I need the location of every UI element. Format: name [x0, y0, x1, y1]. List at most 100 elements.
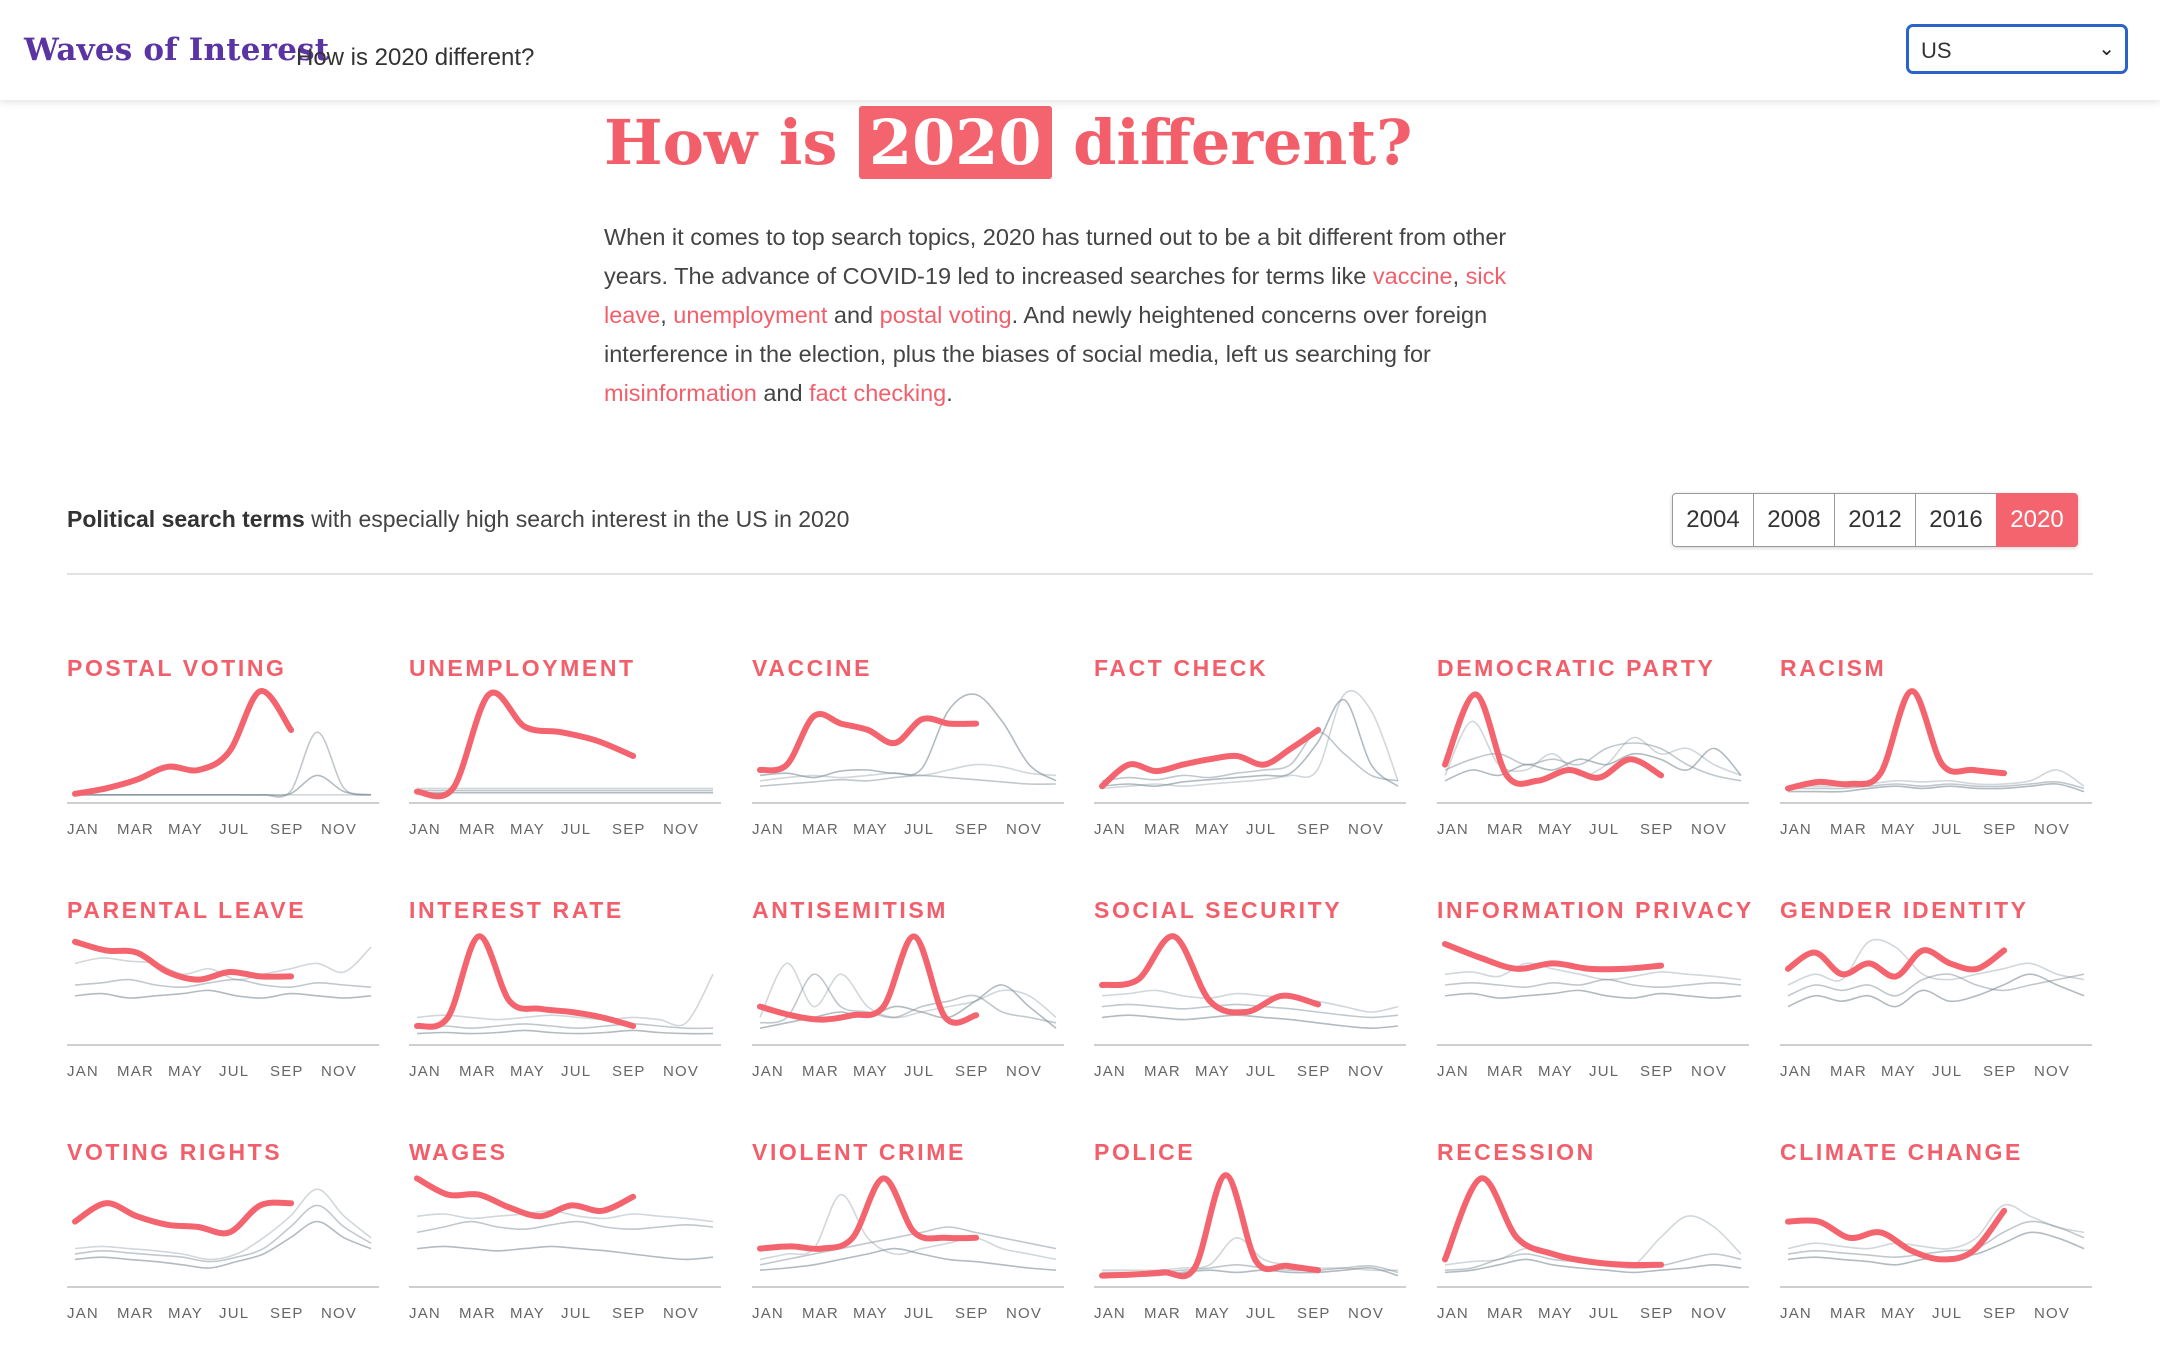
page-title: How is 2020 different? [604, 106, 1412, 179]
other-year-line [1101, 731, 1399, 782]
term-sparkline [752, 933, 1064, 1046]
month-tick-label: MAR [117, 821, 154, 838]
term-chart[interactable]: DEMOCRATIC PARTY JAN MAR MAY JUL SEP NOV [1437, 655, 1749, 845]
month-tick-label: JAN [67, 821, 99, 838]
month-tick-label: JUL [1589, 1063, 1620, 1080]
month-tick-label: MAY [1881, 1063, 1916, 1080]
term-chart[interactable]: INTEREST RATE JAN MAR MAY JUL SEP NOV [409, 897, 721, 1087]
intro-text: . [946, 380, 953, 406]
month-tick-label: MAR [459, 1063, 496, 1080]
term-title: SOCIAL SECURITY [1094, 897, 1343, 923]
term-chart[interactable]: WAGES JAN MAR MAY JUL SEP NOV [409, 1139, 721, 1329]
intro-text: , [1452, 263, 1466, 289]
month-tick-label: JAN [1437, 1305, 1469, 1322]
term-chart[interactable]: POLICE JAN MAR MAY JUL SEP NOV [1094, 1139, 1406, 1329]
month-tick-label: SEP [955, 1305, 989, 1322]
line-2020 [1785, 688, 2008, 792]
line-2020 [1442, 941, 1665, 973]
term-chart[interactable]: INFORMATION PRIVACY JAN MAR MAY JUL SEP NOV [1437, 897, 1751, 1087]
other-year-line [1788, 783, 2085, 793]
other-year-line [416, 1209, 714, 1223]
line-2020 [72, 1199, 295, 1237]
intro-link[interactable]: vaccine [1372, 263, 1453, 289]
year-selector: 2004 2008 2012 2016 2020 [1672, 493, 2078, 547]
line-2020 [1099, 1172, 1322, 1280]
month-tick-label: JAN [1780, 1063, 1812, 1080]
term-chart[interactable]: RACISM JAN MAR MAY JUL SEP NOV [1780, 655, 2092, 845]
intro-text: and [827, 302, 880, 328]
intro-link[interactable]: unemployment [673, 302, 828, 328]
term-chart[interactable]: SOCIAL SECURITY JAN MAR MAY JUL SEP NOV [1094, 897, 1406, 1087]
intro-text: , [660, 302, 674, 328]
term-chart[interactable]: VOTING RIGHTS JAN MAR MAY JUL SEP NOV [67, 1139, 379, 1329]
other-year-line [416, 1023, 714, 1030]
intro-link[interactable]: fact checking [809, 380, 947, 406]
other-year-line [416, 973, 714, 1027]
term-chart[interactable]: CLIMATE CHANGE JAN MAR MAY JUL SEP NOV [1780, 1139, 2092, 1329]
other-year-line [416, 1220, 714, 1234]
intro-paragraph: When it comes to top search topics, 2020… [604, 218, 1564, 413]
term-chart[interactable]: GENDER IDENTITY JAN MAR MAY JUL SEP NOV [1780, 897, 2092, 1087]
month-axis: JAN MAR MAY JUL SEP NOV [1094, 1063, 1406, 1083]
term-sparkline [67, 688, 379, 804]
line-2020 [1099, 727, 1322, 790]
month-tick-label: JAN [752, 821, 784, 838]
month-tick-label: JUL [561, 1063, 592, 1080]
month-tick-label: MAR [459, 821, 496, 838]
month-tick-label: SEP [1983, 821, 2017, 838]
month-tick-label: JUL [1246, 1063, 1277, 1080]
term-chart[interactable]: RECESSION JAN MAR MAY JUL SEP NOV [1437, 1139, 1749, 1329]
month-axis: JAN MAR MAY JUL SEP NOV [752, 821, 1064, 841]
month-tick-label: JAN [409, 1063, 441, 1080]
country-select[interactable]: US ⌄ [1906, 24, 2128, 74]
month-tick-label: JUL [904, 821, 935, 838]
month-tick-label: SEP [270, 821, 304, 838]
month-tick-label: JUL [904, 1305, 935, 1322]
month-tick-label: MAY [1881, 821, 1916, 838]
year-button-2004[interactable]: 2004 [1672, 493, 1754, 547]
month-tick-label: SEP [612, 1305, 646, 1322]
other-year-line [759, 774, 1057, 787]
intro-link[interactable]: postal voting [879, 302, 1012, 328]
term-sparkline [1437, 1175, 1749, 1288]
term-chart[interactable]: VACCINE JAN MAR MAY JUL SEP NOV [752, 655, 1064, 845]
month-tick-label: NOV [2034, 1063, 2071, 1080]
month-tick-label: MAY [853, 1305, 888, 1322]
term-chart[interactable]: FACT CHECK JAN MAR MAY JUL SEP NOV [1094, 655, 1406, 845]
other-year-line [759, 693, 1057, 782]
month-tick-label: JUL [219, 821, 250, 838]
term-chart[interactable]: ANTISEMITISM JAN MAR MAY JUL SEP NOV [752, 897, 1064, 1087]
month-tick-label: MAY [853, 821, 888, 838]
month-tick-label: JUL [1932, 1063, 1963, 1080]
term-chart[interactable]: VIOLENT CRIME JAN MAR MAY JUL SEP NOV [752, 1139, 1064, 1329]
term-sparkline [1437, 691, 1749, 804]
month-tick-label: JAN [1437, 821, 1469, 838]
term-chart[interactable]: UNEMPLOYMENT JAN MAR MAY JUL SEP NOV [409, 655, 721, 845]
year-button-2016[interactable]: 2016 [1915, 493, 1997, 547]
month-tick-label: MAR [802, 821, 839, 838]
term-title: PARENTAL LEAVE [67, 897, 307, 923]
term-sparkline [67, 938, 379, 1046]
year-button-2020[interactable]: 2020 [1996, 493, 2078, 547]
month-tick-label: MAR [1487, 1305, 1524, 1322]
month-axis: JAN MAR MAY JUL SEP NOV [67, 821, 379, 841]
month-axis: JAN MAR MAY JUL SEP NOV [1780, 1063, 2092, 1083]
top-bar: Waves of Interest How is 2020 different?… [0, 0, 2160, 100]
line-2020 [414, 933, 637, 1030]
month-tick-label: MAR [1144, 1305, 1181, 1322]
year-button-2008[interactable]: 2008 [1753, 493, 1835, 547]
year-button-2012[interactable]: 2012 [1834, 493, 1916, 547]
intro-link[interactable]: sick leave [604, 263, 1507, 328]
month-tick-label: NOV [1348, 1305, 1385, 1322]
term-chart[interactable]: PARENTAL LEAVE JAN MAR MAY JUL SEP NOV [67, 897, 379, 1087]
month-axis: JAN MAR MAY JUL SEP NOV [409, 1305, 721, 1325]
month-tick-label: JUL [1246, 1305, 1277, 1322]
brand-logo[interactable]: Waves of Interest [24, 32, 330, 68]
other-year-line [1787, 1203, 2085, 1250]
intro-link[interactable]: misinformation [604, 380, 757, 406]
other-year-line [1444, 747, 1742, 782]
other-year-line [1101, 1003, 1399, 1019]
term-chart[interactable]: POSTAL VOTING JAN MAR MAY JUL SEP NOV [67, 655, 379, 845]
month-tick-label: MAR [802, 1305, 839, 1322]
other-year-line [1101, 689, 1399, 790]
